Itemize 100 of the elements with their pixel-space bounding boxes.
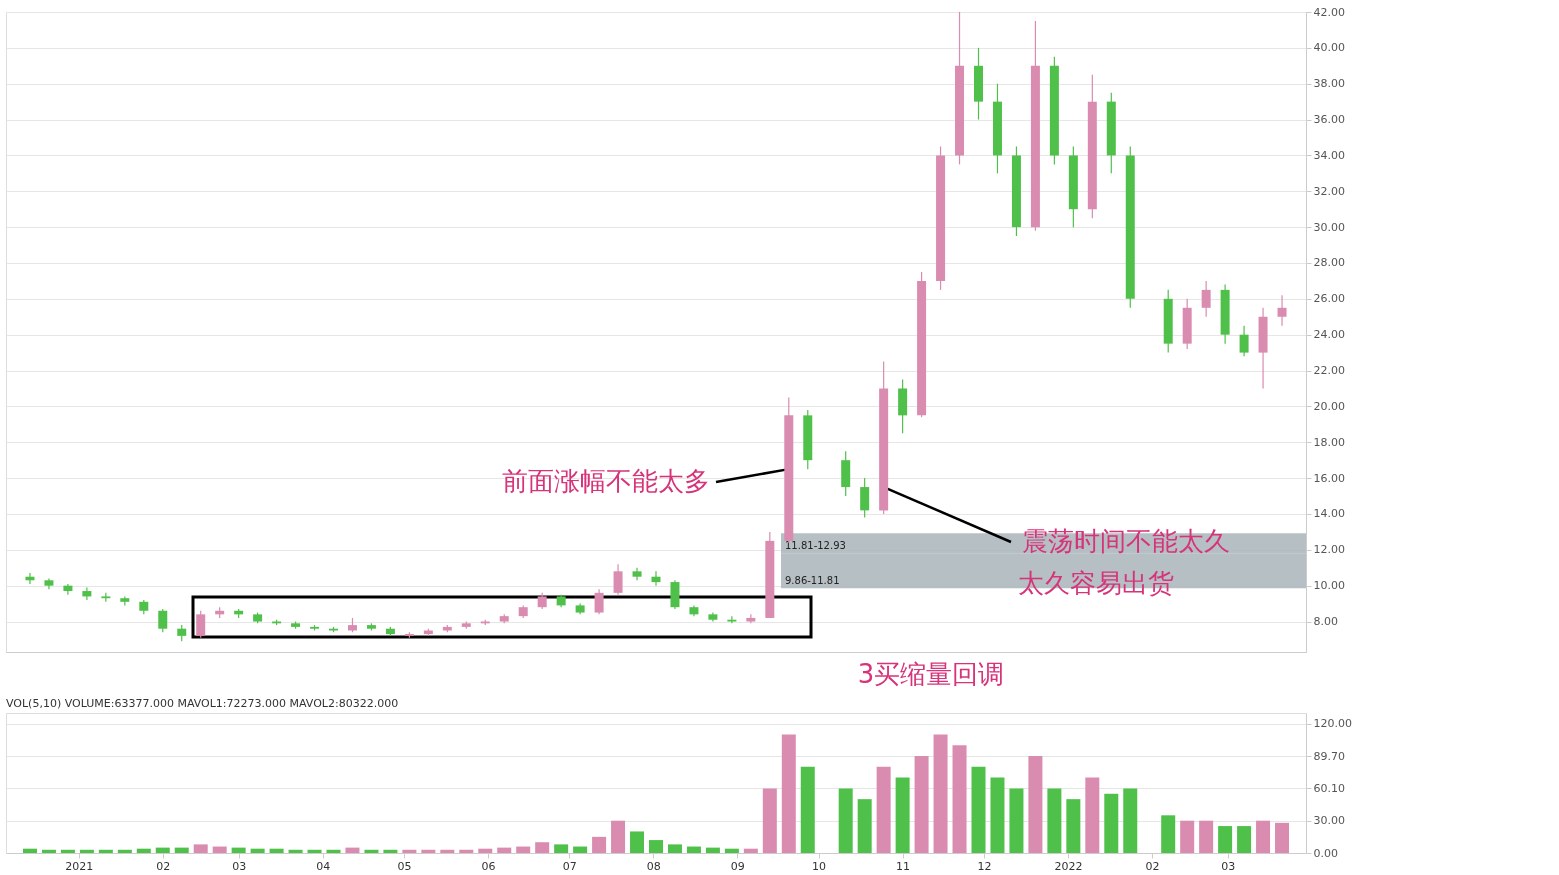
x-tick-label: 03	[232, 859, 247, 873]
bar	[838, 788, 853, 853]
bar	[326, 849, 341, 853]
bar	[554, 844, 569, 853]
x-tick-label: 06	[481, 859, 496, 873]
bar	[724, 848, 739, 853]
x-tick-label: 02	[1145, 859, 1160, 873]
y-tick-label: 38.00	[1313, 77, 1345, 91]
bar	[1256, 820, 1271, 853]
y-tick-label: 16.00	[1313, 471, 1345, 485]
y-tick-label: 30.00	[1313, 814, 1345, 828]
bar	[762, 788, 777, 853]
band-label: 11.81-12.93	[785, 540, 846, 552]
bar	[402, 849, 417, 853]
bar	[269, 848, 284, 853]
bar	[914, 756, 929, 853]
chart-title: VOL(5,10) VOLUME:63377.000 MAVOL1:72273.000 MAVOL2:80322.000	[6, 697, 399, 710]
bar	[117, 849, 132, 853]
bar	[1161, 815, 1176, 853]
bar	[345, 847, 360, 853]
x-tick-label: 02	[156, 859, 171, 873]
bar	[440, 849, 455, 853]
bar	[1123, 788, 1138, 853]
y-tick-label: 14.00	[1313, 507, 1345, 521]
y-tick-label: 60.10	[1313, 781, 1345, 795]
bar	[250, 848, 265, 853]
bar	[743, 848, 758, 853]
bar	[781, 734, 796, 853]
bar	[478, 848, 493, 853]
candlestick	[63, 583, 73, 596]
bar	[705, 847, 720, 853]
bar	[952, 745, 967, 853]
bar	[535, 842, 550, 853]
bar	[895, 777, 910, 853]
x-tick-label: 03	[1221, 859, 1236, 873]
candlestick	[1277, 294, 1287, 327]
bar	[1218, 826, 1233, 853]
bar	[1237, 826, 1252, 853]
bar	[1085, 777, 1100, 853]
bar	[497, 847, 512, 853]
bar	[98, 849, 113, 853]
bar	[421, 849, 436, 853]
y-tick-label: 24.00	[1313, 328, 1345, 342]
y-tick-label: 36.00	[1313, 113, 1345, 127]
y-tick-label: 22.00	[1313, 364, 1345, 378]
bar	[212, 846, 227, 853]
x-tick-label: 12	[977, 859, 992, 873]
bar	[231, 847, 246, 853]
bar	[592, 836, 607, 853]
bar	[933, 734, 948, 853]
candlestick	[594, 588, 604, 615]
y-tick-label: 18.00	[1313, 435, 1345, 449]
bar	[1180, 820, 1195, 853]
x-tick-label: 05	[397, 859, 412, 873]
bar	[364, 849, 379, 853]
candlestick	[651, 570, 661, 587]
bar	[800, 766, 815, 853]
bar	[60, 849, 75, 853]
bar	[573, 846, 588, 853]
y-tick-label: 10.00	[1313, 579, 1345, 593]
x-tick-label: 07	[562, 859, 577, 873]
candlestick	[158, 608, 168, 633]
bar	[1104, 793, 1119, 853]
bar	[990, 777, 1005, 853]
annotation: 震荡时间不能太久	[1022, 526, 1230, 556]
bar	[1028, 756, 1043, 853]
y-tick-label: 26.00	[1313, 292, 1345, 306]
y-tick-label: 20.00	[1313, 399, 1345, 413]
bar	[876, 766, 891, 853]
y-tick-label: 12.00	[1313, 543, 1345, 557]
candlestick	[1239, 325, 1249, 357]
bar	[383, 849, 398, 853]
candlestick	[727, 615, 737, 624]
bar	[1009, 788, 1024, 853]
bar	[193, 844, 208, 853]
y-tick-label: 120.00	[1313, 717, 1352, 731]
bar	[307, 849, 322, 853]
bar	[459, 849, 474, 853]
bar	[1066, 799, 1081, 853]
candlestick	[196, 610, 206, 639]
bar	[649, 840, 663, 853]
x-tick-label: 08	[646, 859, 661, 873]
y-tick-label: 32.00	[1313, 184, 1345, 198]
bar	[22, 848, 37, 853]
bar	[857, 799, 872, 853]
annotation: 前面涨幅不能太多	[502, 466, 710, 496]
annotation: 太久容易出货	[1018, 568, 1174, 598]
y-tick-label: 40.00	[1313, 41, 1345, 55]
bar	[1199, 820, 1214, 853]
bar	[971, 766, 986, 853]
bar	[1275, 822, 1290, 853]
x-tick-label: 10	[812, 859, 827, 873]
bar	[41, 849, 56, 853]
x-tick-label: 2022	[1054, 859, 1083, 873]
y-tick-label: 30.00	[1313, 220, 1345, 234]
candlestick	[82, 586, 92, 601]
band-label: 9.86-11.81	[785, 575, 840, 587]
bar	[630, 831, 645, 853]
candlestick	[746, 613, 756, 624]
y-tick-label: 8.00	[1313, 615, 1338, 629]
